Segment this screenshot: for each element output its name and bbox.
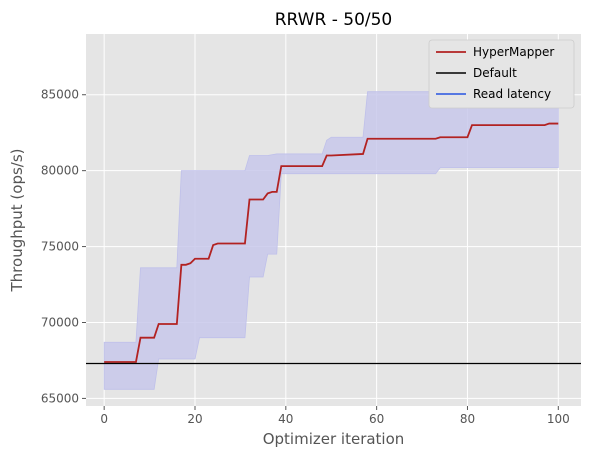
x-tick-label: 20	[187, 412, 202, 426]
hypermapper-band	[103, 91, 559, 390]
legend: HyperMapper Default Read latency	[428, 39, 575, 109]
y-tick-labels: 65000 70000 75000 80000 85000	[41, 88, 86, 405]
confidence-bands	[103, 91, 559, 390]
legend-box	[428, 39, 575, 109]
y-axis-label: Throughput (ops/s)	[8, 149, 26, 293]
legend-label-read-latency: Read latency	[473, 87, 551, 101]
x-axis-label: Optimizer iteration	[263, 430, 405, 448]
legend-label-hypermapper: HyperMapper	[473, 45, 554, 59]
chart-title: RRWR - 50/50	[275, 10, 393, 30]
hypermapper-line	[104, 122, 559, 363]
x-tick-label: 80	[460, 412, 475, 426]
x-tick-labels: 0 20 40 60 80 100	[100, 406, 570, 426]
x-tick-label: 100	[547, 412, 570, 426]
y-tick-label: 75000	[41, 240, 79, 254]
series-lines	[86, 122, 581, 365]
y-tick-label: 70000	[41, 315, 79, 329]
y-tick-label: 65000	[41, 391, 79, 405]
x-tick-label: 60	[369, 412, 384, 426]
x-tick-label: 40	[278, 412, 293, 426]
y-tick-label: 85000	[41, 88, 79, 102]
legend-label-default: Default	[473, 66, 517, 80]
x-tick-label: 0	[100, 412, 108, 426]
y-tick-label: 80000	[41, 164, 79, 178]
